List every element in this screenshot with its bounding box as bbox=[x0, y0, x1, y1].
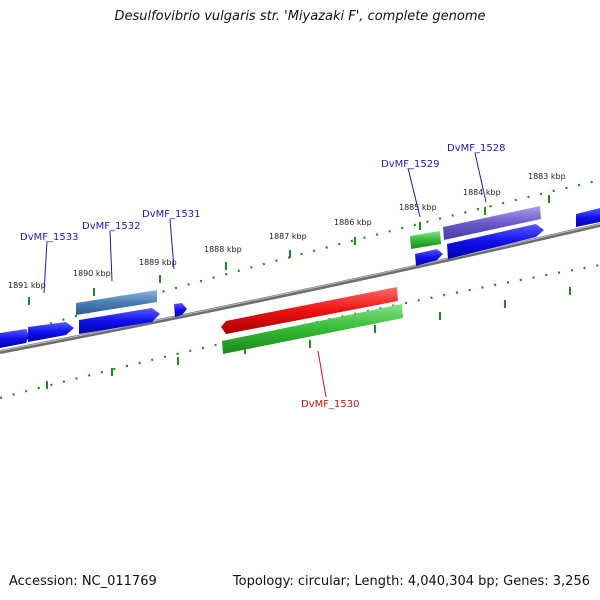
gene-next-right[interactable] bbox=[576, 208, 600, 227]
scale-label-1891: 1891 kbp bbox=[8, 281, 46, 290]
gene-dvmf-1531[interactable] bbox=[174, 303, 187, 317]
gene-label-dvmf-1530[interactable]: DvMF_1530 bbox=[301, 399, 359, 410]
gene-label-dvmf-1532[interactable]: DvMF_1532 bbox=[82, 221, 140, 232]
scale-label-1889: 1889 kbp bbox=[139, 258, 177, 267]
scale-label-1888: 1888 kbp bbox=[204, 245, 242, 254]
scale-label-1886: 1886 kbp bbox=[334, 218, 372, 227]
accession-text: Accession: NC_011769 bbox=[9, 574, 157, 589]
inner-major-ticks bbox=[46, 287, 571, 389]
outer-major-ticks bbox=[28, 195, 550, 305]
gene-label-dvmf-1528[interactable]: DvMF_1528 bbox=[447, 143, 505, 154]
gene-dvmf-1532[interactable] bbox=[76, 290, 160, 334]
genome-backbone bbox=[0, 223, 600, 354]
gene-dvmf-1528[interactable] bbox=[443, 206, 544, 259]
scale-label-1883: 1883 kbp bbox=[528, 172, 566, 181]
genome-summary-text: Topology: circular; Length: 4,040,304 bp… bbox=[232, 574, 590, 589]
gene-dvmf-1529[interactable] bbox=[410, 231, 443, 266]
scale-label-1887: 1887 kbp bbox=[269, 232, 307, 241]
gene-label-dvmf-1529[interactable]: DvMF_1529 bbox=[381, 159, 439, 170]
scale-label-1890: 1890 kbp bbox=[73, 269, 111, 278]
gene-label-dvmf-1531[interactable]: DvMF_1531 bbox=[142, 209, 200, 220]
genome-title: Desulfovibrio vulgaris str. 'Miyazaki F'… bbox=[114, 9, 486, 24]
gene-label-dvmf-1533[interactable]: DvMF_1533 bbox=[20, 232, 78, 243]
gene-dvmf-1530[interactable] bbox=[221, 287, 403, 354]
label-leaders bbox=[43, 152, 487, 398]
genome-backbone-highlight bbox=[0, 223, 600, 352]
outer-scale-dots bbox=[0, 178, 600, 340]
gene-dvmf-1533[interactable] bbox=[0, 322, 74, 348]
scale-label-1884: 1884 kbp bbox=[463, 188, 501, 197]
